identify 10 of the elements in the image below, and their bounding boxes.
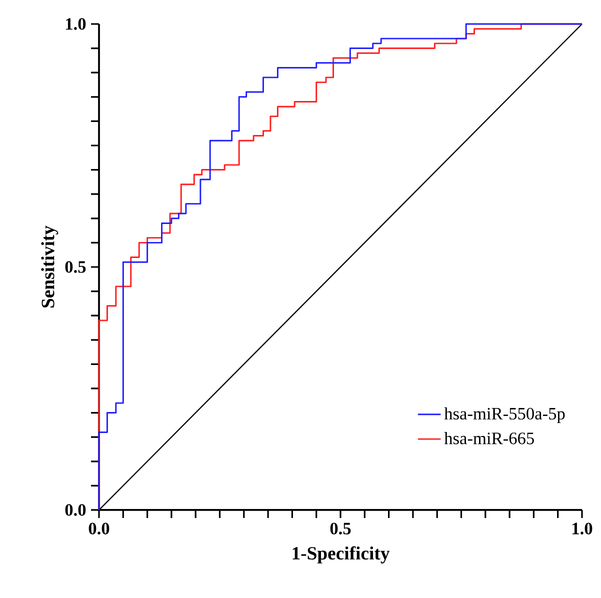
legend-label: hsa-miR-550a-5p <box>444 407 565 424</box>
x-axis-title: 1-Specificity <box>292 546 390 564</box>
y-tick-label: 0.5 <box>65 261 86 273</box>
x-tick-label: 1.0 <box>572 522 592 534</box>
x-tick-label: 0.5 <box>330 522 351 534</box>
y-tick-label: 0.0 <box>65 504 86 516</box>
x-tick-label: 0.0 <box>88 522 110 534</box>
y-tick-label: 1.0 <box>66 18 86 30</box>
y-axis-title: Sensitivity <box>41 226 58 308</box>
legend-label: hsa-miR-665 <box>444 432 534 444</box>
